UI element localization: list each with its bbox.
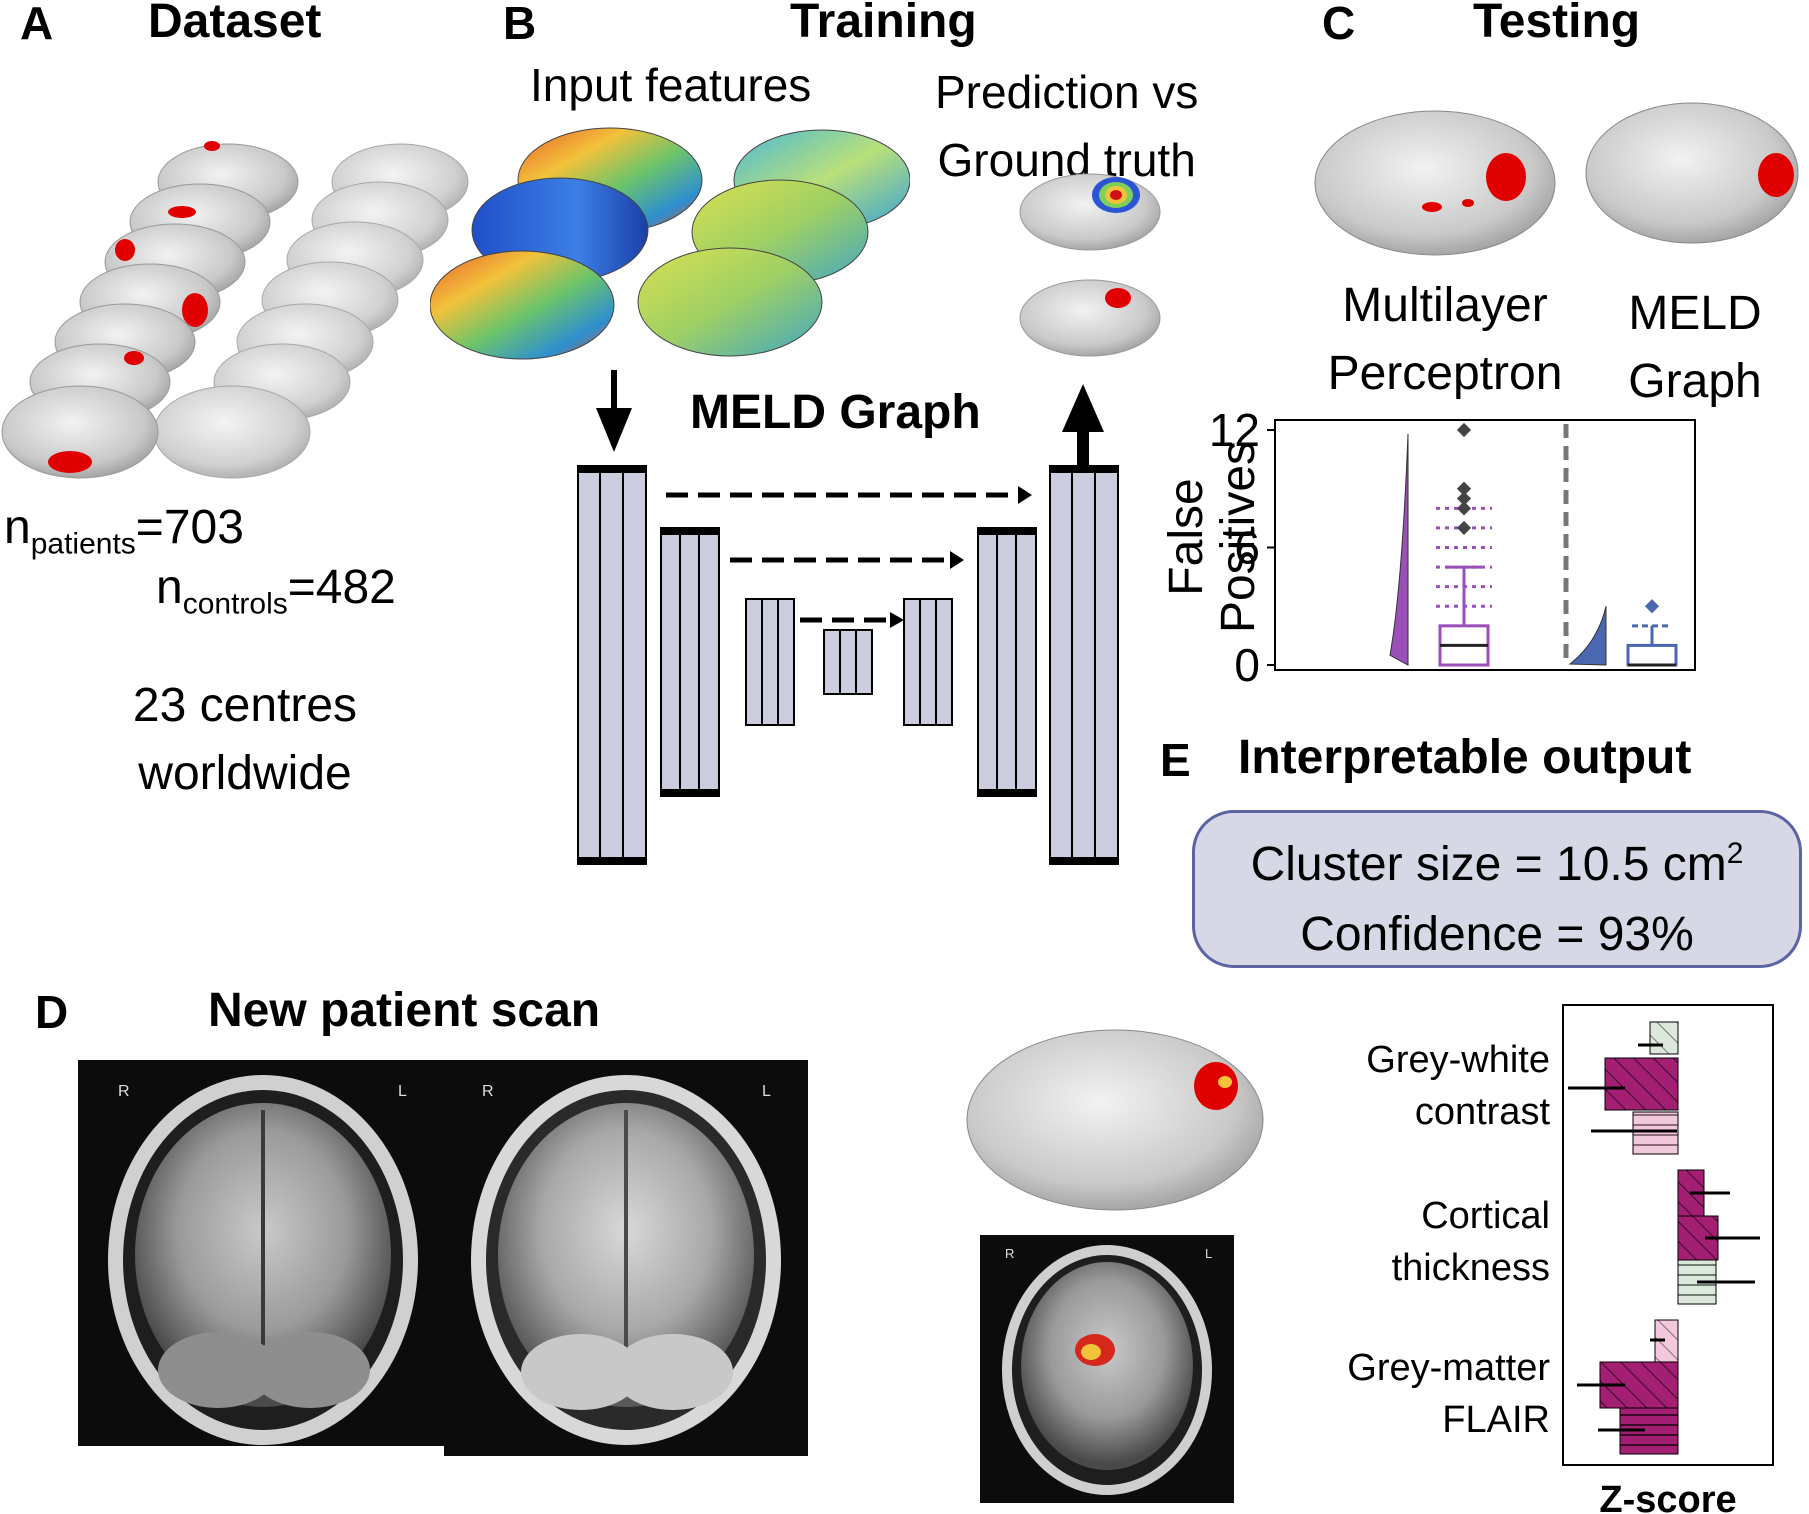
y-tick-label: 6 <box>1234 522 1260 574</box>
interpretable-output-box: Cluster size = 10.5 cm2 Confidence = 93% <box>1192 810 1802 968</box>
patient-brain <box>1 385 159 479</box>
panel-a-letter: A <box>20 0 54 49</box>
feature-label-cortical-thickness: Cortical thickness <box>1391 1195 1550 1289</box>
zscore-frame <box>1562 1004 1774 1466</box>
mlp-outlier <box>1456 481 1472 496</box>
input-feature-maps <box>430 127 910 360</box>
encoder-block-2 <box>660 527 720 797</box>
panel-d-title: New patient scan <box>208 984 601 1037</box>
encoder-block-1 <box>577 465 647 865</box>
output-brain-and-scan: R L <box>966 1029 1264 1503</box>
n-patients: npatients=703 <box>4 501 244 561</box>
up-arrow-icon <box>1062 384 1104 432</box>
meld-outlier <box>1644 599 1660 614</box>
meld-graph-brain <box>1585 102 1799 244</box>
down-arrow-icon <box>596 408 632 452</box>
zscore-bar <box>1604 1057 1679 1111</box>
meld-box <box>1626 643 1678 667</box>
panel-a-title: Dataset <box>148 0 322 48</box>
mlp-outlier <box>1456 501 1472 516</box>
panel-e-title: Interpretable output <box>1238 731 1692 784</box>
feature-map <box>430 250 615 360</box>
unet-architecture <box>577 370 1119 865</box>
zscore-bar <box>1649 1021 1679 1055</box>
mlp-violin <box>1389 433 1409 666</box>
svg-text:L: L <box>1205 1246 1212 1261</box>
mlp-label: Multilayer Perceptron <box>1327 279 1563 400</box>
mlp-outlier <box>1456 422 1472 438</box>
chart-frame <box>1274 419 1696 671</box>
zscore-chart: Z-score <box>1562 1004 1774 1514</box>
panel-e-letter: E <box>1160 734 1191 786</box>
model-label: MELD Graph <box>690 386 981 439</box>
decoder-block-3 <box>903 598 953 726</box>
input-features-label: Input features <box>530 59 812 111</box>
encoder-block-3 <box>745 598 795 726</box>
meld-violin <box>1568 606 1607 666</box>
svg-text:L: L <box>398 1083 407 1100</box>
meld-graph-label: MELD Graph <box>1628 287 1762 408</box>
y-tick-label: 12 <box>1209 404 1260 456</box>
chart-ylabel-line2: Positives <box>1212 441 1265 633</box>
output-brain <box>966 1029 1264 1211</box>
mri-scans: R L R L <box>78 1060 808 1456</box>
ground-truth-brain <box>1019 279 1161 357</box>
svg-text:R: R <box>482 1083 494 1100</box>
feature-label-grey-matter-flair: Grey-matter FLAIR <box>1347 1347 1550 1441</box>
feature-label-grey-white: Grey-white contrast <box>1366 1039 1550 1133</box>
panel-c-letter: C <box>1322 0 1356 49</box>
panel-b-letter: B <box>503 0 537 49</box>
decoder-block-2 <box>977 527 1037 797</box>
dataset-brain-stack <box>1 141 469 479</box>
y-tick-label: 0 <box>1234 639 1260 690</box>
prediction-label: Prediction vs Ground truth <box>935 66 1199 186</box>
mlp-brain <box>1314 110 1556 256</box>
bottleneck-block <box>823 629 873 695</box>
zscore-bar <box>1632 1111 1679 1155</box>
false-positives-chart: False Positives 0 6 12 <box>1160 404 1696 690</box>
panel-b-title: Training <box>790 0 977 48</box>
svg-text:R: R <box>1005 1246 1014 1261</box>
mlp-outlier <box>1456 520 1472 535</box>
mlp-outlier <box>1456 491 1472 506</box>
zscore-xlabel: Z-score <box>1599 1479 1736 1514</box>
centres-text: 23 centres worldwide <box>132 679 358 800</box>
panel-c-title: Testing <box>1473 0 1641 48</box>
control-brain <box>153 385 311 479</box>
chart-ylabel-line1: False <box>1160 478 1213 595</box>
svg-text:L: L <box>762 1083 771 1100</box>
decoder-block-1 <box>1049 465 1119 865</box>
feature-map <box>637 247 823 357</box>
prediction-brains <box>1019 173 1161 357</box>
prediction-brain <box>1019 173 1161 251</box>
panel-d-letter: D <box>35 986 69 1038</box>
testing-brains <box>1314 102 1799 256</box>
n-controls: ncontrols=482 <box>156 561 396 621</box>
svg-text:R: R <box>118 1083 130 1100</box>
